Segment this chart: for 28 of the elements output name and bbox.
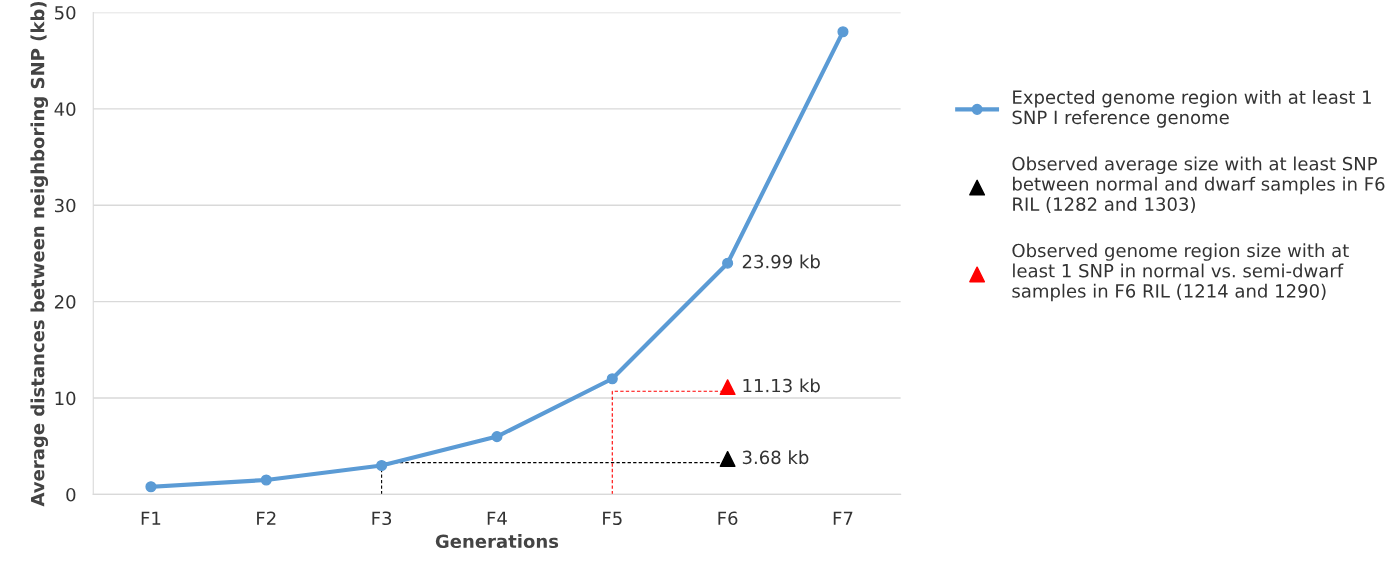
legend-label: Observed genome region size with at least 1 SNP in normal vs. semi-dwarf samples in F6 RIL (1214 and 1290) — [1012, 243, 1349, 302]
x-tick-label: F6 — [718, 511, 738, 526]
x-tick-label: F5 — [603, 511, 622, 526]
y-tick-label: 0 — [66, 487, 76, 502]
point — [491, 431, 503, 443]
point — [837, 26, 849, 38]
y-tick-label: 30 — [55, 198, 76, 213]
point — [260, 474, 272, 486]
point — [722, 257, 734, 269]
point — [145, 481, 157, 493]
x-tick-label: F2 — [257, 511, 276, 525]
y-axis-title: Average distances between neighboring SNP (kb) — [30, 1, 49, 507]
data-label: 11.13 kb — [743, 378, 820, 393]
point — [606, 373, 618, 385]
x-tick-label: F1 — [141, 511, 161, 525]
data-label: 23.99 kb — [742, 254, 820, 269]
point — [376, 459, 388, 472]
y-tick-label: 50 — [55, 5, 76, 20]
x-tick-label: F7 — [833, 511, 853, 525]
legend-label: Expected genome region with at least 1 SNP I reference genome — [1012, 89, 1371, 128]
y-tick-label: 10 — [55, 391, 76, 406]
x-tick-label: F3 — [372, 511, 392, 526]
y-tick-label: 40 — [54, 102, 76, 116]
data-label: 3.68 kb — [742, 450, 809, 465]
x-axis-title: Generations — [435, 534, 559, 549]
y-tick-label: 20 — [54, 295, 76, 309]
x-tick-label: F4 — [487, 511, 507, 525]
legend-label: Observed average size with at least SNP between normal and dwarf samples in F6 RIL (1282 and 1303) — [1012, 156, 1385, 214]
